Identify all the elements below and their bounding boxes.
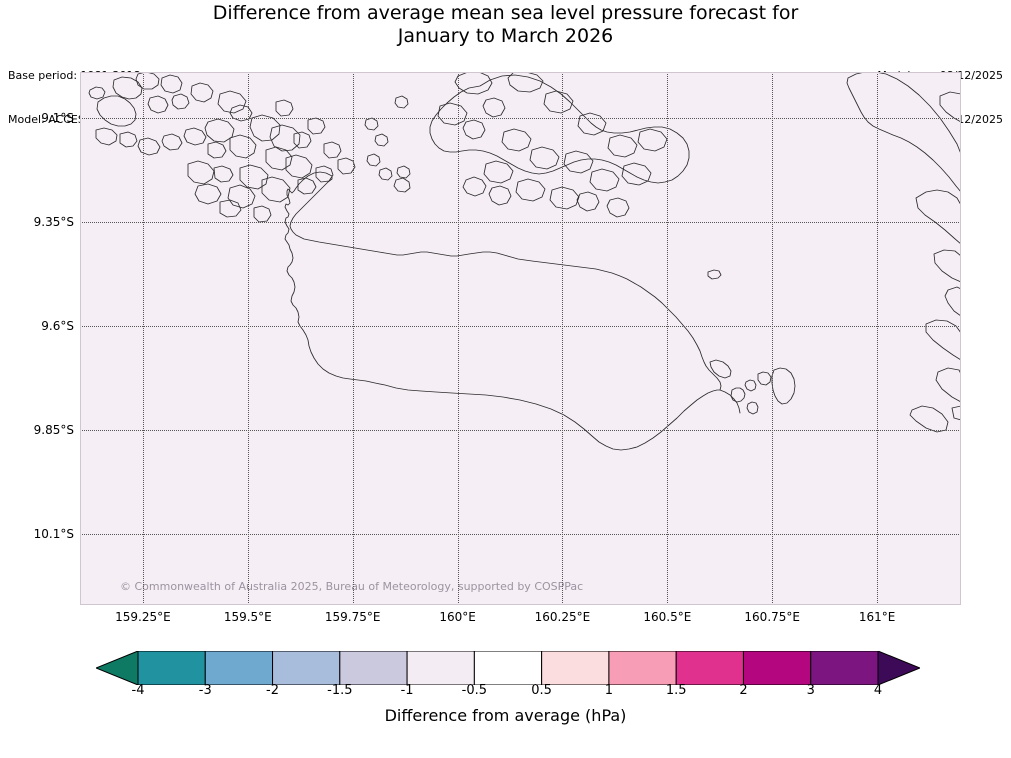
gridline-longitude-2 xyxy=(352,72,354,605)
colorbar-tick-label: 2 xyxy=(739,683,748,698)
gridline-longitude-0 xyxy=(142,72,144,605)
colorbar-band-7 xyxy=(608,651,677,685)
longitude-tick-label: 160.75°E xyxy=(744,610,800,624)
latitude-tick-label: 9.1°S xyxy=(41,110,74,125)
colorbar-tick-label: -4 xyxy=(131,683,145,698)
latitude-tick-label: 9.85°S xyxy=(33,423,74,438)
latitude-axis: 9.1°S 9.35°S 9.6°S 9.85°S 10.1°S xyxy=(0,72,74,605)
colorbar-tick-label: 0.5 xyxy=(531,683,552,698)
latitude-tick-label: 9.35°S xyxy=(33,214,74,229)
colorbar-tick-label: -2 xyxy=(266,683,280,698)
longitude-tick-label: 160°E xyxy=(439,610,476,624)
colorbar-band-6 xyxy=(541,651,610,685)
colorbar-tick-label: -3 xyxy=(198,683,212,698)
colorbar-tick-label: -0.5 xyxy=(461,683,488,698)
colorbar-extend-max xyxy=(877,651,920,685)
colorbar-swatches xyxy=(96,651,920,685)
colorbar-tick-label: 3 xyxy=(806,683,815,698)
coastline-layer xyxy=(88,72,961,451)
gridline-latitude-3 xyxy=(80,430,961,432)
colorbar-band-0 xyxy=(137,651,206,685)
colorbar-tick-label: 4 xyxy=(873,683,883,698)
colorbar-band-8 xyxy=(675,651,744,685)
longitude-tick-label: 160.25°E xyxy=(534,610,591,624)
gridline-longitude-6 xyxy=(772,72,774,605)
colorbar-band-5 xyxy=(473,651,543,685)
colorbar-band-4 xyxy=(406,651,475,685)
colorbar xyxy=(96,651,920,685)
longitude-tick-label: 160.5°E xyxy=(643,610,692,624)
gridline-latitude-4 xyxy=(80,534,961,536)
colorbar-band-2 xyxy=(272,651,341,685)
gridline-longitude-3 xyxy=(457,72,459,605)
gridline-latitude-1 xyxy=(80,221,961,223)
longitude-tick-label: 159.5°E xyxy=(223,610,272,624)
map-plot-area: © Commonwealth of Australia 2025, Bureau… xyxy=(80,72,961,605)
colorbar-tick-label: -1.5 xyxy=(327,683,353,698)
longitude-axis: 159.25°E 159.5°E 159.75°E 160°E 160.25°E 160.… xyxy=(80,610,961,630)
longitude-tick-label: 159.75°E xyxy=(324,610,381,624)
colorbar-band-9 xyxy=(742,651,812,685)
latitude-tick-label: 9.6°S xyxy=(41,319,74,333)
colorbar-band-10 xyxy=(810,651,879,685)
gridline-longitude-7 xyxy=(877,72,879,605)
page-title: Difference from average mean sea level p… xyxy=(0,2,1011,48)
map-credit: © Commonwealth of Australia 2025, Bureau… xyxy=(120,580,584,593)
latitude-tick-label: 10.1°S xyxy=(33,527,74,542)
colorbar-band-1 xyxy=(204,651,274,685)
longitude-tick-label: 159.25°E xyxy=(115,610,171,624)
colorbar-tick-label: -1 xyxy=(400,683,414,698)
longitude-tick-label: 161°E xyxy=(858,610,896,624)
title-line-2: January to March 2026 xyxy=(397,25,614,48)
colorbar-band-3 xyxy=(339,651,408,685)
colorbar-tick-label: 1 xyxy=(604,683,614,698)
gridline-latitude-2 xyxy=(80,326,961,327)
gridline-latitude-0 xyxy=(80,117,961,119)
colorbar-ticks: -4 -3 -2 -1.5 -1 -0.5 0.5 1 1.5 2 3 4 xyxy=(96,683,920,703)
colorbar-extend-min xyxy=(96,651,139,685)
colorbar-tick-label: 1.5 xyxy=(665,683,687,698)
gridline-longitude-4 xyxy=(562,72,564,605)
colorbar-label: Difference from average (hPa) xyxy=(384,706,627,725)
gridline-longitude-1 xyxy=(247,72,249,605)
title-line-1: Difference from average mean sea level p… xyxy=(212,2,799,24)
gridline-longitude-5 xyxy=(667,72,669,605)
